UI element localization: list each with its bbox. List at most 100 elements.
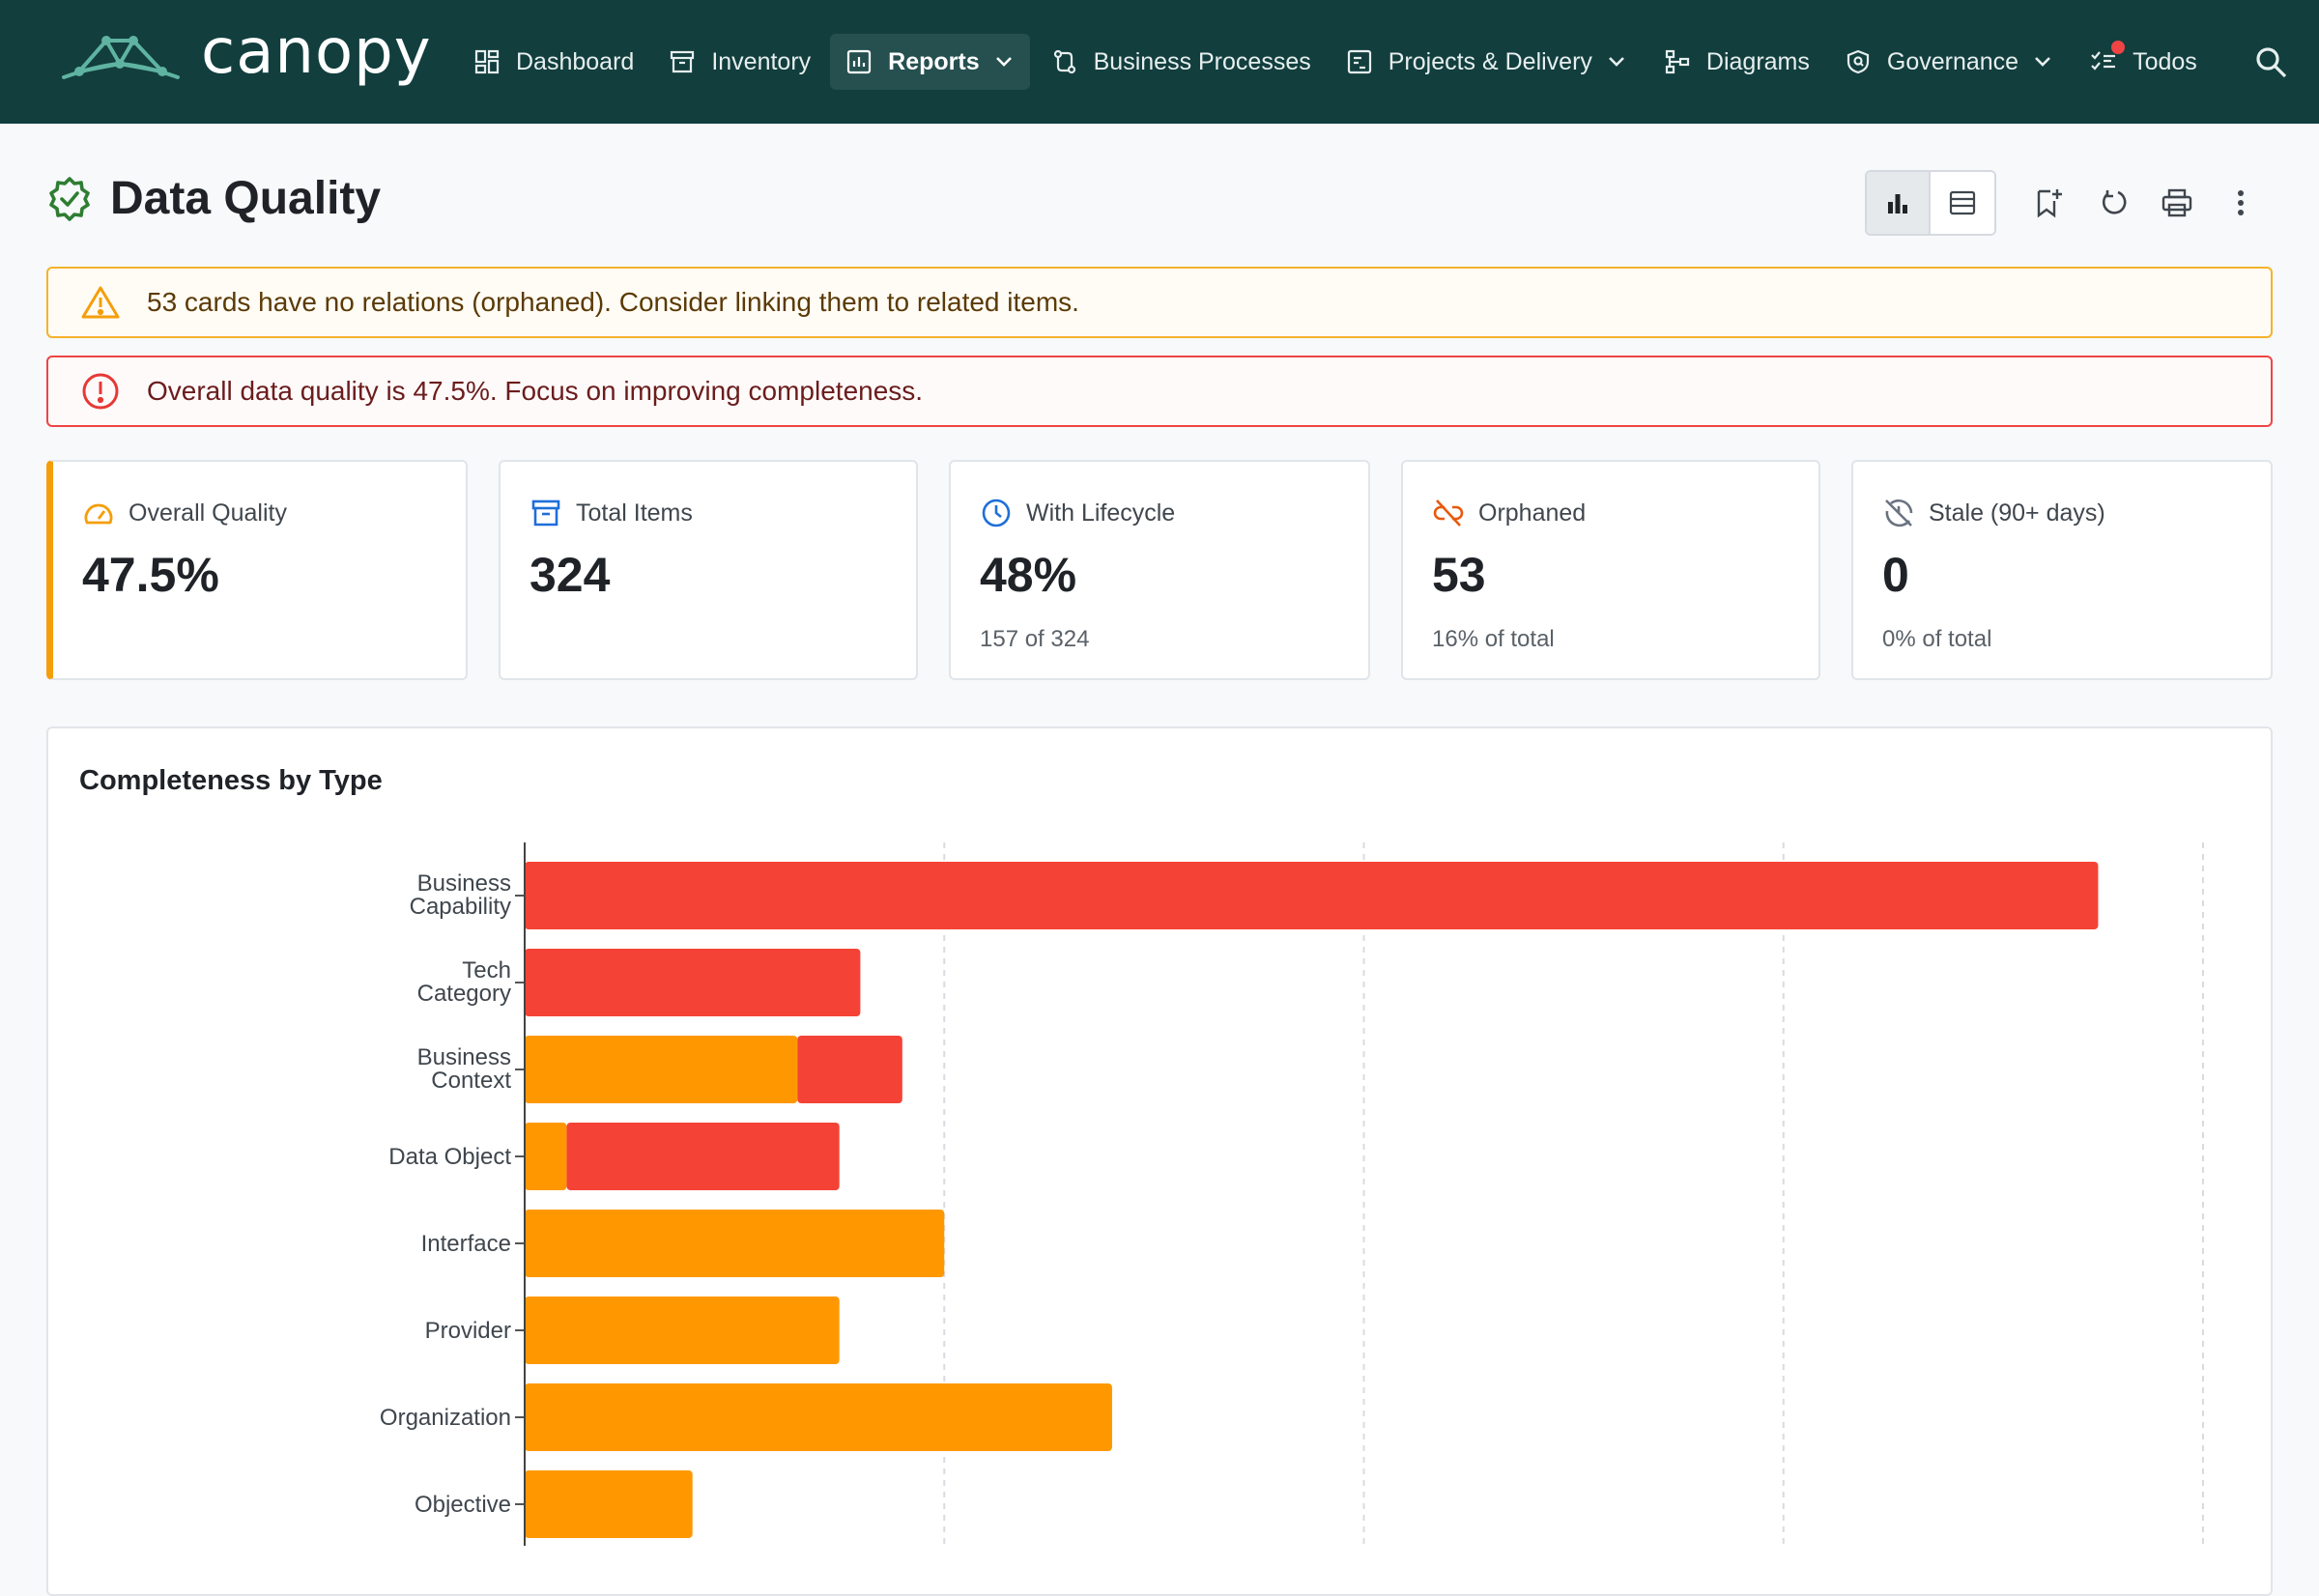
dashboard-icon: [472, 46, 502, 77]
category-label: Provider: [425, 1318, 511, 1344]
stat-value: 47.5%: [82, 548, 219, 602]
stat-subtext: 157 of 324: [980, 626, 1090, 652]
nav-item-reports[interactable]: Reports: [830, 34, 1030, 90]
chevron-down-icon: [2034, 51, 2055, 72]
table-view-button[interactable]: [1931, 172, 1994, 234]
stat-subtext: 0% of total: [1882, 626, 1992, 652]
nav-label: Inventory: [711, 47, 812, 75]
project-icon: [1344, 46, 1375, 77]
notification-dot: [2111, 41, 2126, 54]
chart-view-button[interactable]: [1867, 172, 1931, 234]
shield-icon: [1843, 46, 1874, 77]
nav-label: Todos: [2133, 47, 2197, 75]
completeness-bar-chart: Business Capability Tech Category Business Co…: [380, 842, 2204, 1546]
page-toolbar: [1865, 170, 2273, 236]
nav-item-dashboard[interactable]: Dashboard: [458, 34, 647, 90]
stat-card-with-lifecycle: With Lifecycle 48% 157 of 324: [949, 460, 1370, 680]
bar-segment: [797, 1036, 902, 1103]
chevron-down-icon: [1608, 51, 1629, 72]
stat-card-orphaned: Orphaned 53 16% of total: [1401, 460, 1820, 680]
refresh-button[interactable]: [2081, 170, 2145, 236]
view-toggle: [1865, 170, 1996, 236]
bar-segment: [525, 1383, 1112, 1451]
more-vertical-icon: [2238, 190, 2244, 215]
page-title: Data Quality: [110, 173, 382, 224]
bar-segment: [525, 1297, 840, 1364]
stat-subtext: 16% of total: [1432, 626, 1555, 652]
bar-segment: [525, 1123, 567, 1190]
nav-label: Diagrams: [1705, 47, 1810, 75]
stat-value: 0: [1882, 548, 1909, 602]
app-name: canopy: [201, 16, 432, 88]
warning-alert-text: 53 cards have no relations (orphaned). C…: [147, 287, 1079, 317]
category-label: Business Capability: [410, 870, 511, 920]
error-alert-text: Overall data quality is 47.5%. Focus on …: [147, 376, 924, 406]
refresh-icon: [2102, 190, 2127, 214]
stat-card-stale: Stale (90+ days) 0 0% of total: [1851, 460, 2273, 680]
stat-label: Stale (90+ days): [1929, 499, 2105, 527]
category-label: Data Object: [388, 1144, 511, 1170]
quality-error-alert: Overall data quality is 47.5%. Focus on …: [46, 356, 2273, 427]
print-icon: [2162, 188, 2192, 217]
bar-segment: [525, 862, 2099, 929]
chevron-down-icon: [995, 51, 1016, 72]
print-button[interactable]: [2145, 170, 2209, 236]
diagram-icon: [1662, 46, 1693, 77]
chart-title: Completeness by Type: [79, 765, 383, 796]
bar-segment: [525, 1036, 798, 1103]
nav-label: Business Processes: [1093, 47, 1311, 75]
category-label: Tech Category: [417, 957, 511, 1007]
nav-item-todos[interactable]: Todos: [2075, 34, 2211, 90]
app-logo[interactable]: canopy: [58, 21, 432, 89]
todo-icon: [2088, 41, 2126, 77]
nav-item-governance[interactable]: Governance: [1829, 34, 2069, 90]
archive-icon: [530, 497, 562, 529]
clock-icon: [980, 497, 1013, 529]
search-icon: [2256, 47, 2287, 78]
category-label: Interface: [421, 1231, 511, 1257]
bar-segment: [525, 1470, 693, 1538]
bar-segment: [525, 949, 861, 1016]
gauge-icon: [82, 497, 115, 529]
process-icon: [1049, 46, 1080, 77]
completeness-chart-panel: Completeness by Type Business Capability T…: [46, 727, 2273, 1596]
verified-badge-icon: [49, 176, 90, 221]
stat-value: 48%: [980, 548, 1077, 602]
history-off-icon: [1882, 497, 1915, 529]
nav-label: Reports: [888, 47, 980, 75]
table-icon: [1949, 190, 1976, 215]
bookmark-add-button[interactable]: [2018, 170, 2081, 236]
nav-label: Governance: [1886, 47, 2019, 75]
search-button[interactable]: [2249, 41, 2292, 83]
stat-card-overall-quality: Overall Quality 47.5%: [46, 460, 468, 680]
warning-icon: [81, 283, 120, 322]
nav-label: Dashboard: [516, 47, 635, 75]
link-off-icon: [1432, 497, 1465, 529]
bar-chart-icon: [1888, 194, 1907, 214]
nav-item-business-processes[interactable]: Business Processes: [1036, 34, 1325, 90]
category-label: Objective: [415, 1492, 511, 1518]
nav-item-diagrams[interactable]: Diagrams: [1648, 34, 1823, 90]
category-label: Organization: [380, 1405, 511, 1431]
stat-label: With Lifecycle: [1026, 499, 1176, 527]
top-navbar: canopy Dashboard Inventory Reports: [0, 0, 2319, 124]
report-icon: [844, 46, 874, 77]
stat-label: Total Items: [576, 499, 693, 527]
stat-label: Orphaned: [1478, 499, 1587, 527]
canopy-logo-icon: [62, 36, 180, 79]
bookmark-add-icon: [2037, 189, 2062, 218]
category-label: Business Context: [417, 1044, 512, 1094]
bar-segment: [525, 1210, 945, 1277]
orphaned-warning-alert: 53 cards have no relations (orphaned). C…: [46, 267, 2273, 338]
bar-segment: [566, 1123, 840, 1190]
nav-label: Projects & Delivery: [1388, 47, 1592, 75]
main-nav: Dashboard Inventory Reports Business Pro…: [458, 0, 2217, 124]
stat-card-total-items: Total Items 324: [499, 460, 918, 680]
page-header: Data Quality: [46, 172, 381, 225]
stat-value: 53: [1432, 548, 1486, 602]
nav-item-inventory[interactable]: Inventory: [653, 34, 824, 90]
stat-label: Overall Quality: [129, 499, 287, 527]
nav-item-projects-delivery[interactable]: Projects & Delivery: [1331, 34, 1643, 90]
more-options-button[interactable]: [2209, 170, 2273, 236]
error-icon: [81, 372, 120, 411]
